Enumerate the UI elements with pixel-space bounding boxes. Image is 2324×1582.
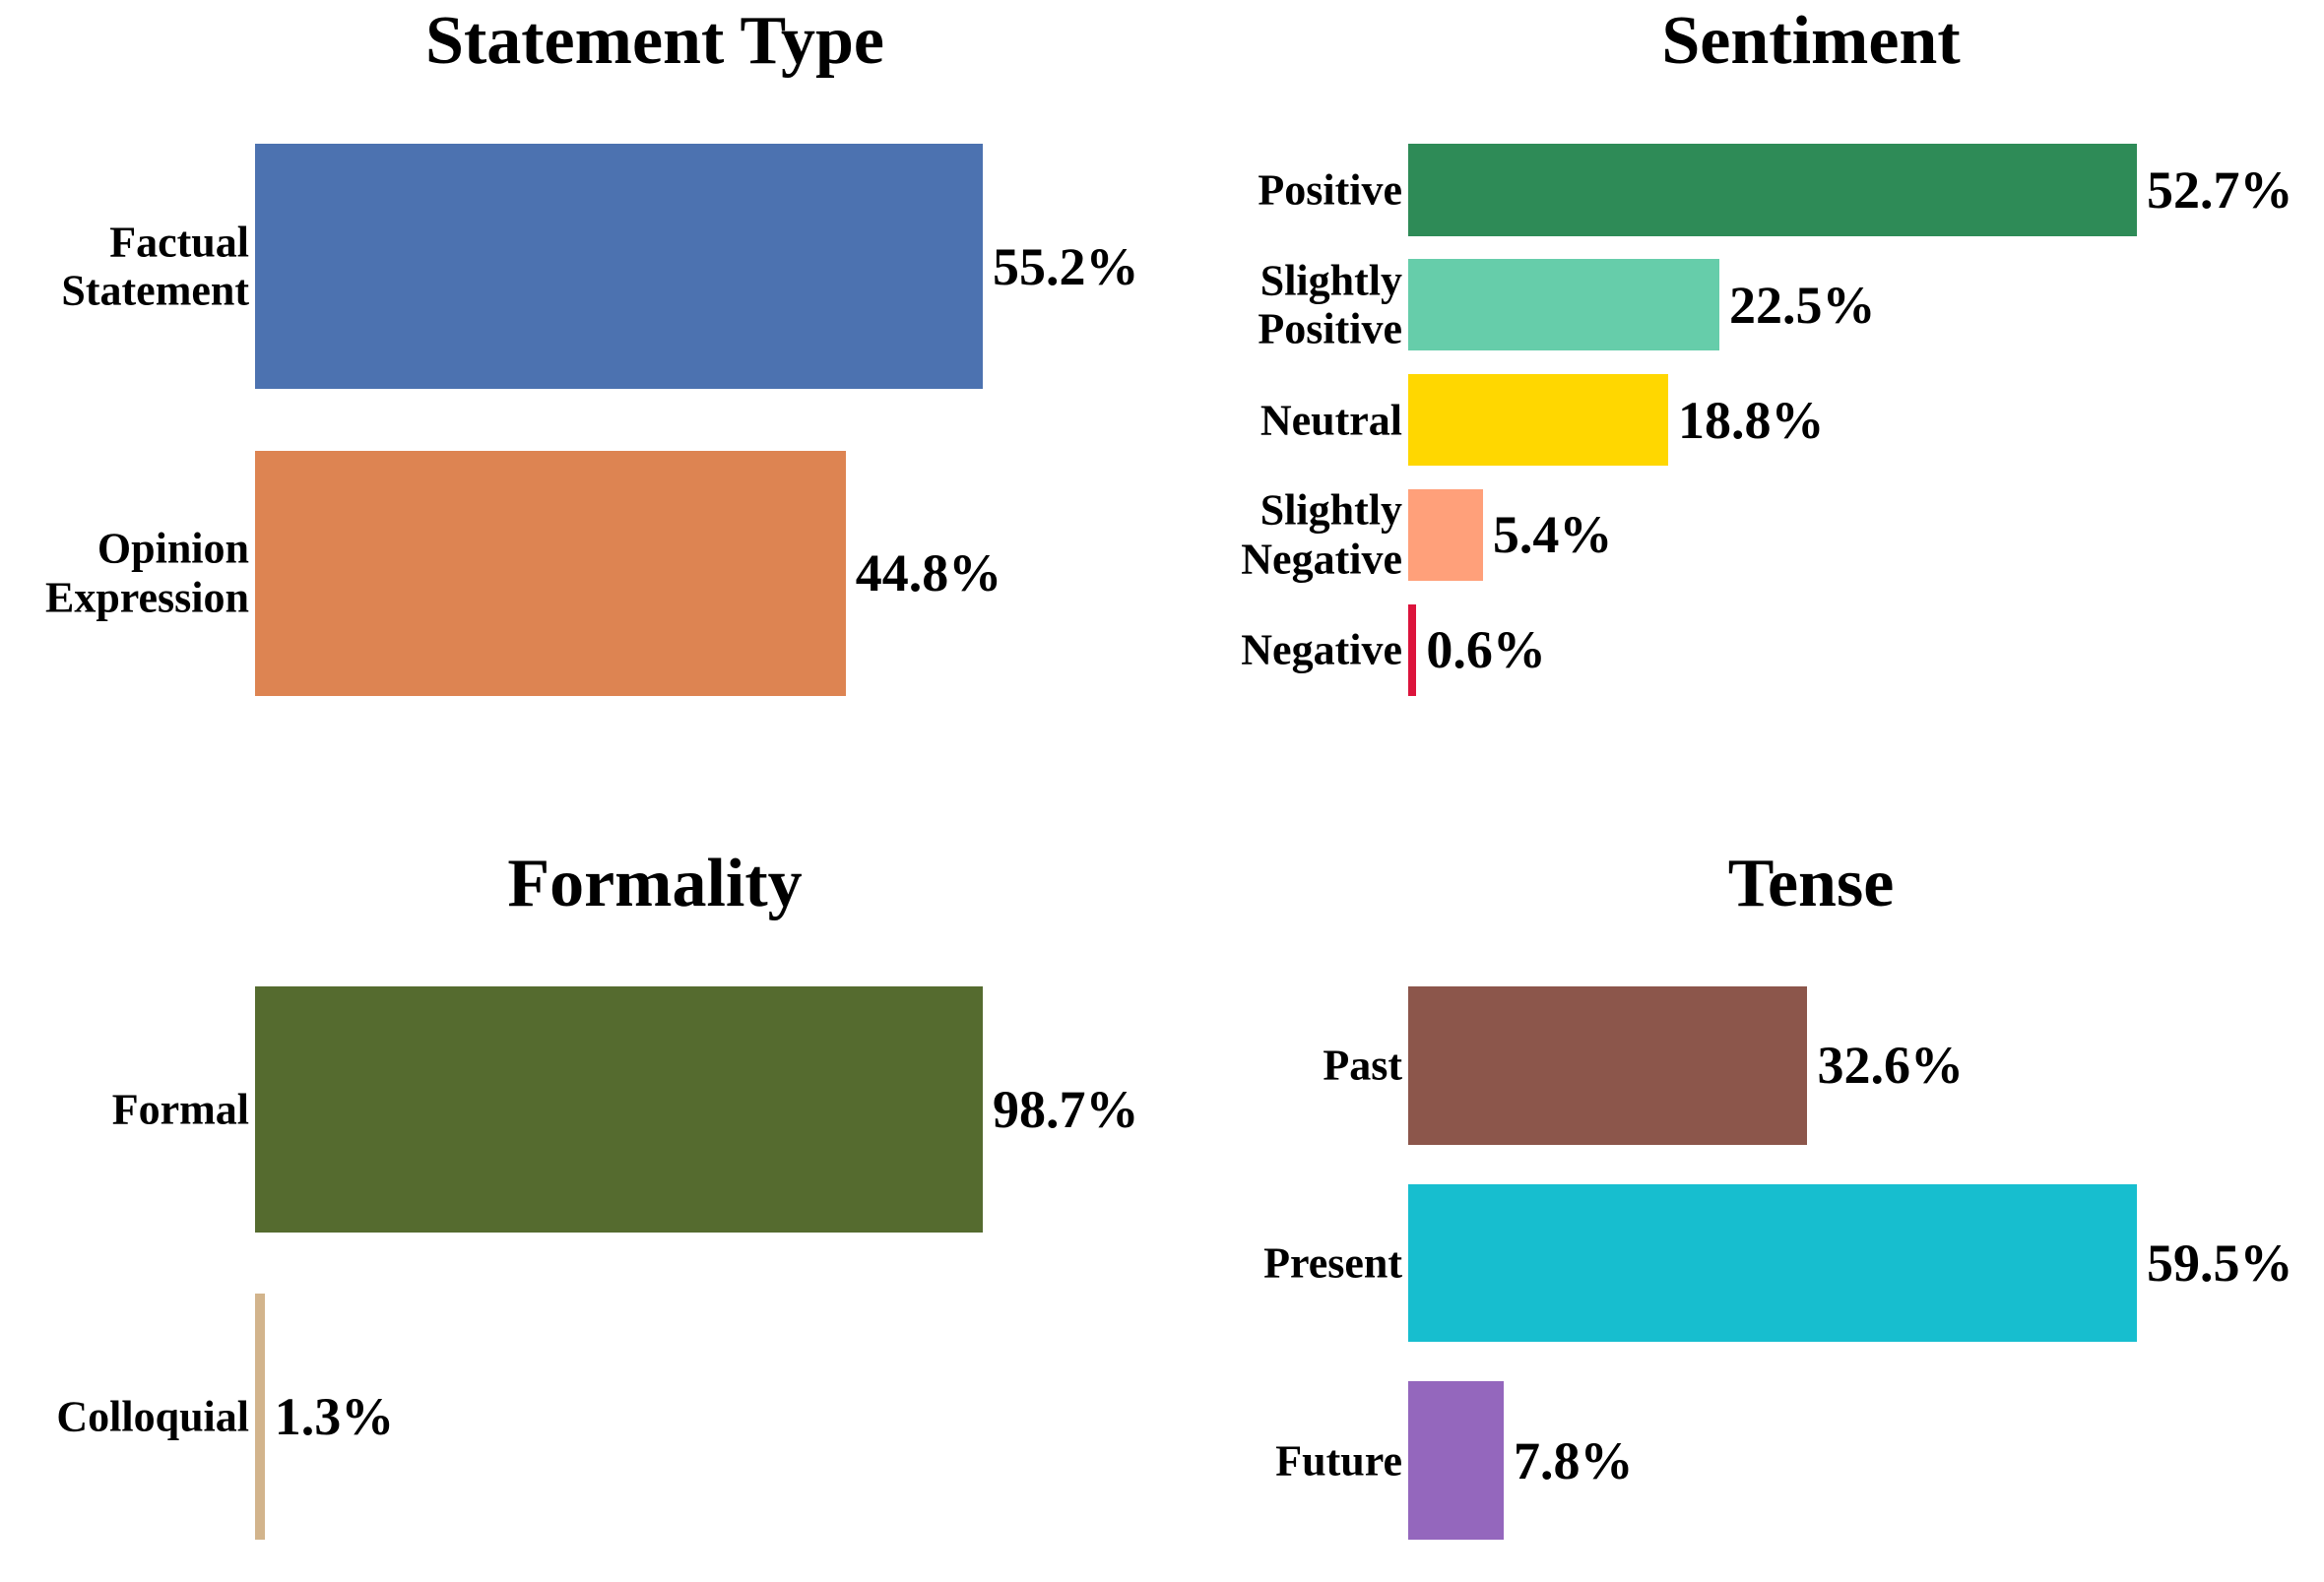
category-label: Opinion Expression: [44, 525, 249, 622]
chart-title: Statement Type: [425, 3, 884, 79]
value-label: 98.7%: [993, 1079, 1139, 1139]
bar: [1408, 603, 1417, 696]
category-label: Formal: [111, 1085, 249, 1134]
bar: [1408, 258, 1719, 351]
bar: [1408, 1381, 1504, 1540]
chart-title: Sentiment: [1661, 3, 1961, 79]
bar: [255, 1294, 265, 1540]
category-label: Neutral: [1259, 395, 1402, 444]
category-label: Factual Statement: [61, 218, 249, 315]
bar: [1408, 1183, 2137, 1343]
value-label: 0.6%: [1426, 620, 1546, 680]
bar: [255, 450, 846, 696]
value-label: 7.8%: [1514, 1430, 1634, 1490]
bar: [1408, 144, 2137, 236]
category-label: Present: [1263, 1238, 1402, 1288]
category-label: Slightly Positive: [1258, 256, 1402, 353]
value-label: 1.3%: [274, 1387, 395, 1447]
value-label: 55.2%: [993, 236, 1139, 296]
bar: [255, 986, 983, 1233]
category-label: Negative: [1241, 625, 1402, 674]
value-label: 44.8%: [855, 543, 1002, 603]
value-label: 52.7%: [2147, 159, 2293, 220]
category-label: Past: [1323, 1041, 1402, 1090]
category-label: Positive: [1258, 165, 1402, 215]
category-label: Slightly Negative: [1241, 486, 1402, 584]
bar: [1408, 986, 1808, 1145]
value-label: 59.5%: [2147, 1234, 2293, 1293]
bar: [1408, 373, 1668, 467]
value-label: 32.6%: [1817, 1036, 1964, 1096]
chart-title: Formality: [507, 846, 803, 921]
category-label: Future: [1275, 1436, 1402, 1486]
value-label: 18.8%: [1677, 390, 1825, 450]
category-label: Colloquial: [56, 1392, 249, 1441]
bar: [255, 144, 983, 390]
value-label: 5.4%: [1492, 505, 1613, 565]
value-label: 22.5%: [1728, 275, 1876, 335]
chart-title: Tense: [1727, 846, 1895, 921]
bar: [1408, 488, 1483, 582]
